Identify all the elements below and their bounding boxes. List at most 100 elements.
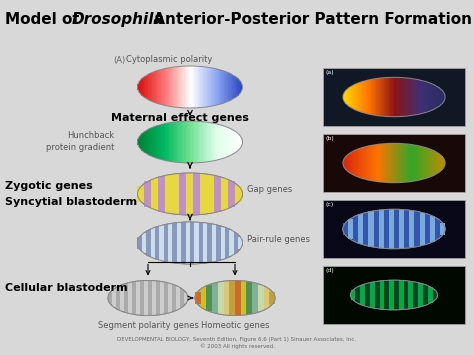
- Bar: [418, 80, 419, 114]
- Bar: [221, 125, 223, 159]
- Bar: [132, 282, 136, 315]
- Bar: [181, 66, 182, 108]
- Text: Pair-rule genes: Pair-rule genes: [247, 235, 310, 244]
- Bar: [212, 68, 214, 106]
- Bar: [343, 223, 348, 235]
- Bar: [228, 181, 236, 207]
- Bar: [356, 150, 357, 176]
- Bar: [156, 126, 157, 158]
- Bar: [370, 146, 371, 180]
- Bar: [168, 68, 169, 106]
- Bar: [228, 128, 229, 156]
- Bar: [374, 211, 379, 247]
- Bar: [413, 79, 414, 115]
- Bar: [215, 124, 216, 160]
- Bar: [148, 280, 152, 316]
- Bar: [203, 122, 204, 162]
- Bar: [241, 139, 243, 145]
- Bar: [192, 121, 194, 163]
- Bar: [164, 124, 165, 160]
- Bar: [367, 146, 368, 180]
- Bar: [351, 290, 356, 300]
- Bar: [414, 211, 419, 247]
- Bar: [394, 143, 395, 183]
- Text: Cellular blastoderm: Cellular blastoderm: [5, 283, 128, 293]
- Bar: [430, 83, 431, 111]
- Bar: [234, 233, 238, 253]
- Bar: [360, 285, 365, 305]
- Bar: [199, 223, 203, 263]
- Bar: [357, 149, 358, 177]
- Bar: [173, 223, 177, 263]
- Bar: [190, 66, 191, 108]
- Bar: [376, 78, 377, 116]
- Bar: [144, 131, 146, 153]
- Bar: [359, 148, 361, 178]
- Bar: [380, 78, 381, 116]
- Bar: [203, 223, 208, 263]
- Bar: [346, 155, 348, 171]
- Bar: [158, 176, 165, 212]
- Bar: [425, 81, 426, 113]
- Bar: [231, 74, 232, 100]
- Bar: [241, 84, 243, 90]
- Bar: [172, 285, 176, 311]
- Bar: [143, 77, 144, 97]
- Bar: [140, 135, 141, 149]
- Bar: [236, 186, 243, 202]
- Bar: [137, 237, 142, 249]
- Bar: [146, 75, 148, 99]
- Bar: [403, 144, 404, 182]
- Bar: [383, 144, 384, 182]
- Bar: [375, 144, 376, 181]
- Bar: [241, 281, 246, 315]
- Bar: [357, 83, 358, 111]
- Bar: [344, 158, 346, 168]
- Bar: [215, 176, 221, 212]
- Bar: [422, 147, 423, 179]
- Bar: [399, 280, 404, 310]
- Bar: [385, 77, 386, 116]
- Bar: [168, 123, 169, 161]
- Bar: [377, 144, 379, 182]
- Bar: [223, 71, 224, 103]
- Bar: [430, 216, 435, 242]
- Bar: [173, 122, 174, 162]
- Bar: [146, 230, 151, 256]
- Bar: [187, 121, 189, 163]
- Bar: [440, 89, 441, 105]
- Bar: [224, 71, 226, 103]
- Bar: [403, 78, 404, 116]
- Bar: [153, 127, 155, 157]
- Bar: [214, 124, 215, 160]
- Bar: [238, 80, 240, 94]
- Bar: [417, 80, 418, 114]
- Bar: [439, 88, 440, 106]
- Bar: [226, 127, 227, 157]
- Text: (b): (b): [326, 136, 335, 141]
- Bar: [356, 84, 357, 110]
- Bar: [384, 78, 385, 116]
- Bar: [386, 143, 388, 182]
- Bar: [417, 146, 418, 180]
- Bar: [444, 160, 445, 166]
- Bar: [412, 78, 413, 115]
- Bar: [190, 121, 191, 163]
- Bar: [159, 225, 164, 261]
- Bar: [193, 173, 201, 215]
- Bar: [165, 124, 166, 160]
- Bar: [407, 144, 408, 182]
- Bar: [227, 127, 228, 157]
- Bar: [183, 121, 185, 163]
- Bar: [374, 79, 375, 115]
- Bar: [397, 143, 398, 183]
- Bar: [414, 145, 416, 181]
- Bar: [210, 122, 211, 162]
- Text: Drosophila: Drosophila: [72, 12, 165, 27]
- Bar: [180, 173, 186, 215]
- Bar: [444, 94, 445, 100]
- Bar: [371, 79, 372, 115]
- Bar: [211, 123, 212, 161]
- Bar: [180, 121, 181, 163]
- Bar: [438, 153, 439, 173]
